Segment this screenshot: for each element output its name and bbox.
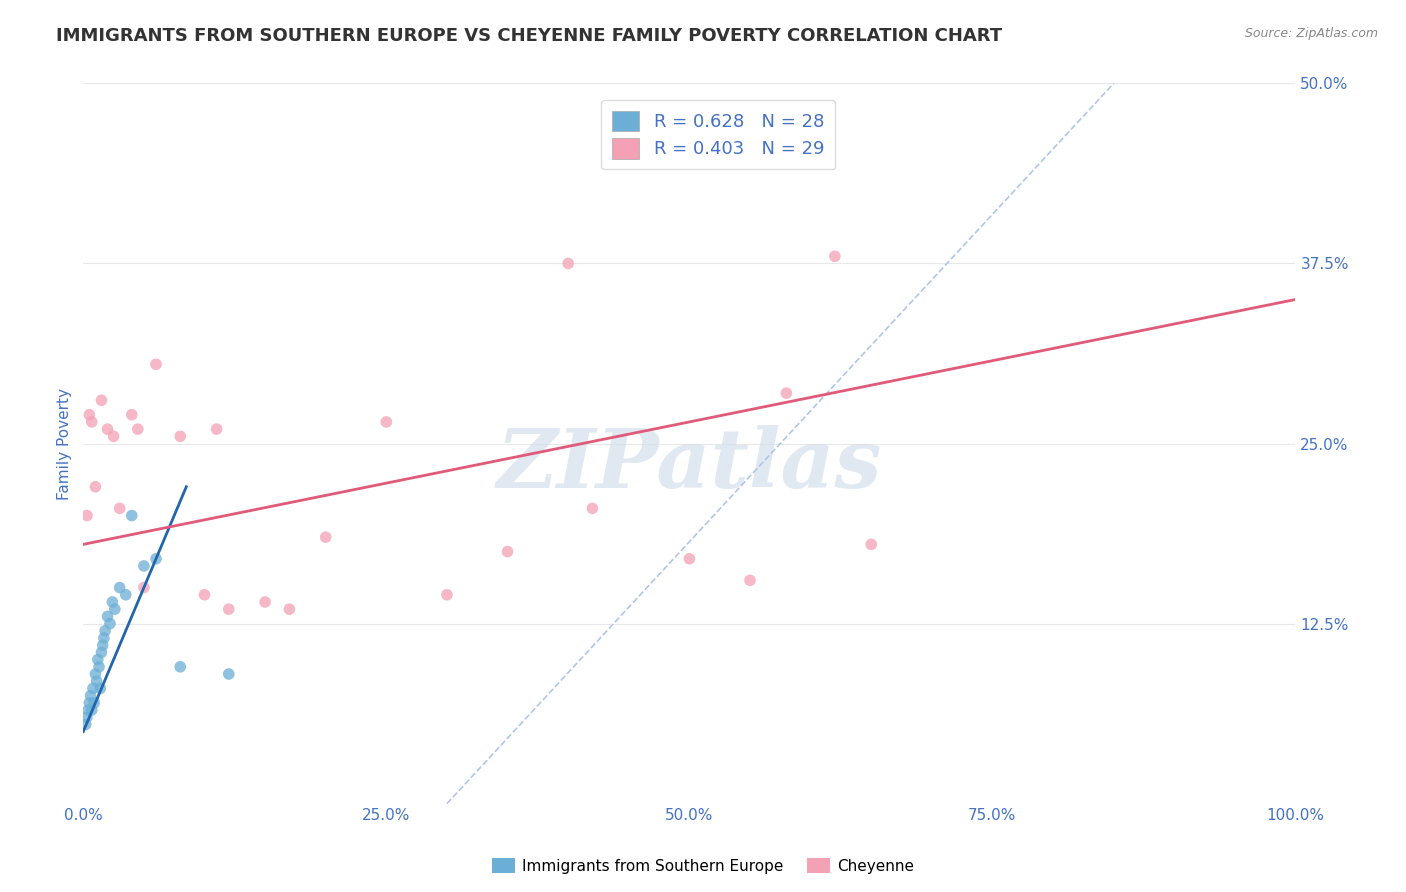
Point: [121, 408, 143, 422]
Point: [98, 616, 121, 631]
Point: [108, 581, 131, 595]
Point: [436, 588, 458, 602]
Point: [278, 602, 301, 616]
Point: [82, 681, 104, 696]
Point: [89, 681, 111, 696]
Point: [860, 537, 883, 551]
Point: [557, 256, 579, 270]
Point: [315, 530, 337, 544]
Point: [121, 508, 143, 523]
Point: [101, 595, 124, 609]
Legend: R = 0.628   N = 28, R = 0.403   N = 29: R = 0.628 N = 28, R = 0.403 N = 29: [602, 100, 835, 169]
Point: [581, 501, 603, 516]
Point: [169, 660, 191, 674]
Point: [93, 631, 115, 645]
Point: [218, 667, 240, 681]
Point: [96, 422, 118, 436]
Point: [91, 638, 114, 652]
Point: [104, 602, 127, 616]
Point: [775, 386, 797, 401]
Point: [75, 717, 97, 731]
Point: [77, 703, 100, 717]
Point: [169, 429, 191, 443]
Legend: Immigrants from Southern Europe, Cheyenne: Immigrants from Southern Europe, Cheyenn…: [485, 852, 921, 880]
Point: [678, 551, 700, 566]
Point: [90, 393, 112, 408]
Point: [80, 415, 103, 429]
Point: [145, 357, 167, 371]
Point: [80, 703, 103, 717]
Point: [86, 674, 108, 689]
Point: [90, 645, 112, 659]
Point: [375, 415, 398, 429]
Point: [79, 696, 101, 710]
Point: [127, 422, 149, 436]
Point: [84, 667, 107, 681]
Point: [84, 480, 107, 494]
Point: [87, 652, 110, 666]
Point: [94, 624, 117, 638]
Point: [76, 508, 98, 523]
Text: IMMIGRANTS FROM SOUTHERN EUROPE VS CHEYENNE FAMILY POVERTY CORRELATION CHART: IMMIGRANTS FROM SOUTHERN EUROPE VS CHEYE…: [56, 27, 1002, 45]
Y-axis label: Family Poverty: Family Poverty: [58, 387, 72, 500]
Point: [83, 696, 105, 710]
Point: [87, 660, 110, 674]
Point: [145, 551, 167, 566]
Text: Source: ZipAtlas.com: Source: ZipAtlas.com: [1244, 27, 1378, 40]
Point: [205, 422, 228, 436]
Point: [193, 588, 215, 602]
Point: [738, 574, 761, 588]
Point: [824, 249, 846, 263]
Point: [218, 602, 240, 616]
Point: [496, 544, 519, 558]
Point: [114, 588, 136, 602]
Text: ZIPatlas: ZIPatlas: [496, 425, 882, 505]
Point: [108, 501, 131, 516]
Point: [76, 710, 98, 724]
Point: [79, 689, 101, 703]
Point: [254, 595, 277, 609]
Point: [132, 581, 155, 595]
Point: [132, 558, 155, 573]
Point: [79, 408, 101, 422]
Point: [96, 609, 118, 624]
Point: [103, 429, 125, 443]
